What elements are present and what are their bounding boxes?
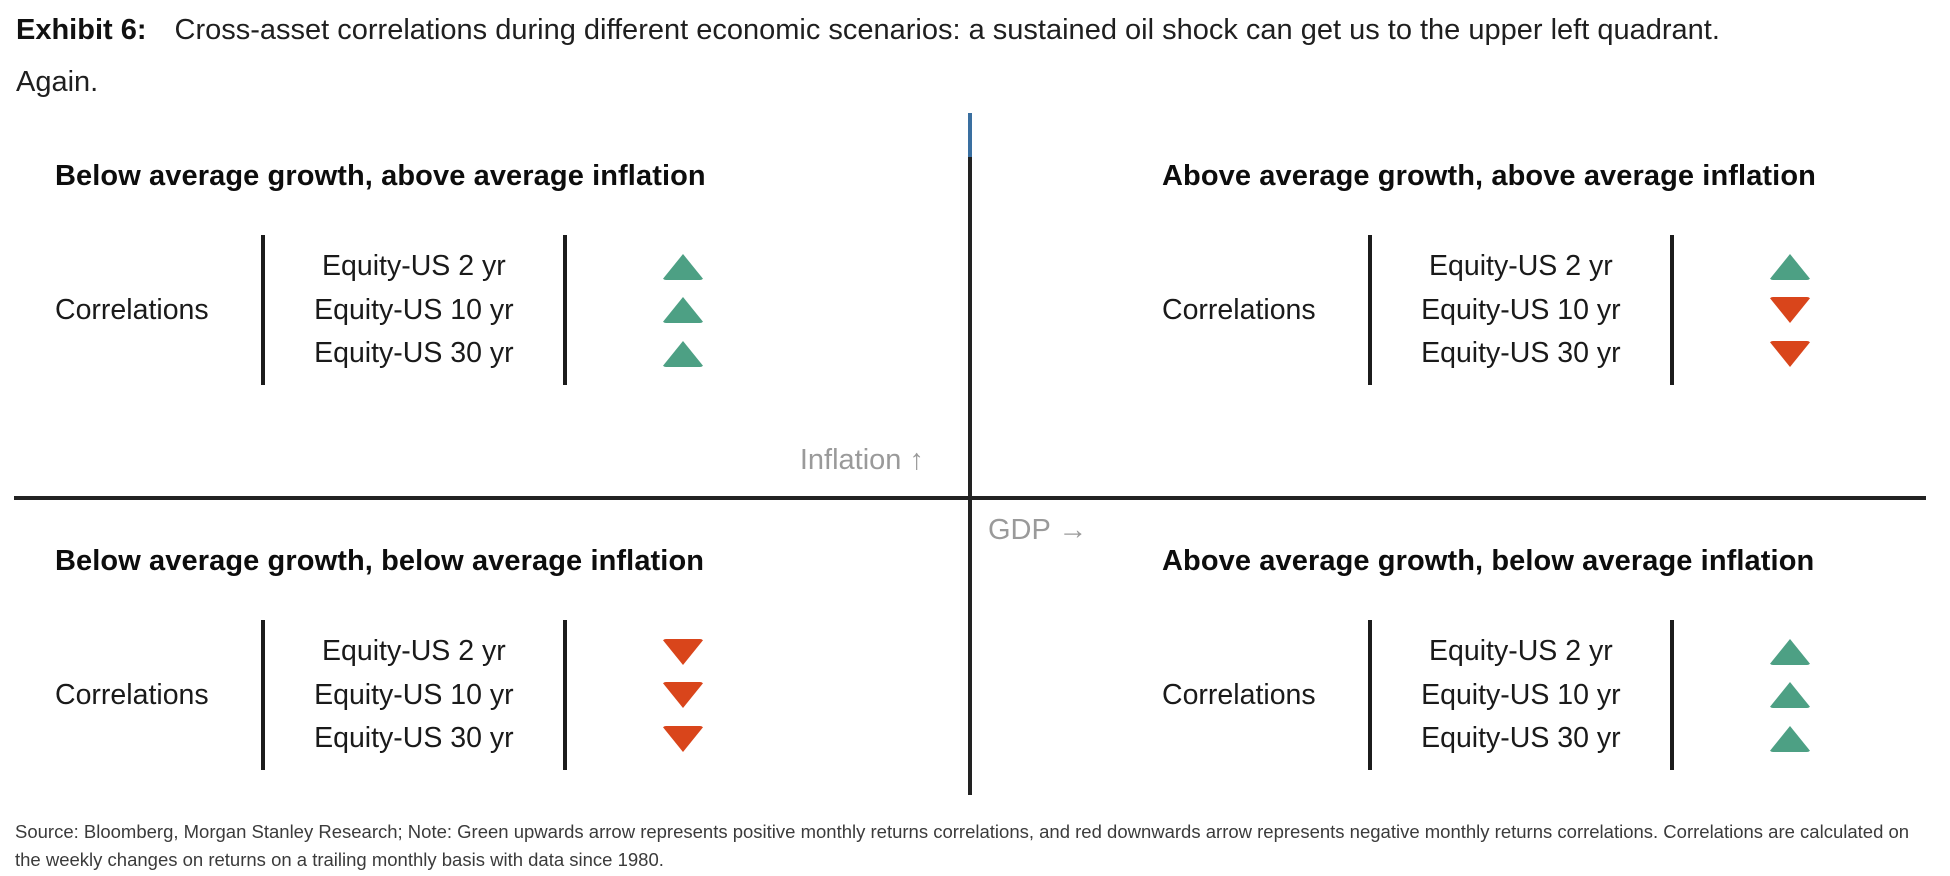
down-arrow-icon (1674, 332, 1907, 376)
up-arrow-icon (1674, 245, 1907, 289)
asset-pair-list: Equity-US 2 yr Equity-US 10 yr Equity-US… (265, 245, 563, 376)
asset-pair-list: Equity-US 2 yr Equity-US 10 yr Equity-US… (1372, 630, 1670, 761)
correlations-table: Correlations Equity-US 2 yr Equity-US 10… (55, 620, 800, 770)
up-arrow-icon (567, 245, 800, 289)
asset-pair-label: Equity-US 10 yr (314, 678, 514, 711)
y-axis-tip (968, 113, 972, 157)
quadrant-heading: Above average growth, above average infl… (1162, 160, 1816, 192)
correlations-label: Correlations (55, 678, 209, 711)
down-arrow-icon (567, 717, 800, 761)
divider (1669, 620, 1674, 770)
correlations-table: Correlations Equity-US 2 yr Equity-US 10… (55, 235, 800, 385)
title-text: Cross-asset correlations during differen… (174, 14, 1720, 46)
correlation-direction-list (567, 245, 800, 376)
divider (562, 235, 567, 385)
quadrant-bottom-left: Below average growth, below average infl… (55, 545, 800, 770)
exhibit-title: Exhibit 6: Cross-asset correlations durin… (16, 4, 1934, 108)
asset-pair-label: Equity-US 10 yr (1421, 678, 1621, 711)
quadrant-heading: Below average growth, above average infl… (55, 160, 706, 192)
exhibit-label: Exhibit 6: (16, 14, 147, 46)
correlations-label: Correlations (55, 293, 209, 326)
correlation-direction-list (567, 630, 800, 761)
correlation-direction-list (1674, 630, 1907, 761)
asset-pair-label: Equity-US 2 yr (322, 635, 506, 667)
asset-pair-label: Equity-US 30 yr (314, 722, 514, 754)
asset-pair-label: Equity-US 2 yr (1429, 250, 1613, 282)
down-arrow-icon (567, 673, 800, 717)
asset-pair-label: Equity-US 10 yr (1421, 293, 1621, 326)
divider (261, 235, 266, 385)
asset-pair-label: Equity-US 2 yr (1429, 635, 1613, 667)
y-axis-line (968, 113, 972, 795)
down-arrow-icon (1674, 288, 1907, 332)
divider (1368, 620, 1373, 770)
y-axis-label: Inflation ↑ (799, 444, 924, 476)
divider (1669, 235, 1674, 385)
down-arrow-icon (567, 630, 800, 674)
asset-pair-list: Equity-US 2 yr Equity-US 10 yr Equity-US… (1372, 245, 1670, 376)
correlations-label: Correlations (1162, 678, 1316, 711)
correlations-label: Correlations (1162, 293, 1316, 326)
correlations-table: Correlations Equity-US 2 yr Equity-US 10… (1162, 235, 1907, 385)
up-arrow-icon (1674, 717, 1907, 761)
asset-pair-label: Equity-US 10 yr (314, 293, 514, 326)
divider (562, 620, 567, 770)
x-axis-line (14, 496, 1926, 500)
source-note: Source: Bloomberg, Morgan Stanley Resear… (15, 821, 1910, 870)
quadrant-bottom-right: Above average growth, below average infl… (1162, 545, 1907, 770)
quadrant-top-right: Above average growth, above average infl… (1162, 160, 1907, 385)
up-arrow-icon (567, 288, 800, 332)
up-arrow-icon (567, 332, 800, 376)
up-arrow-icon (1674, 630, 1907, 674)
asset-pair-label: Equity-US 30 yr (1421, 337, 1621, 369)
quadrant-top-left: Below average growth, above average infl… (55, 160, 800, 385)
asset-pair-label: Equity-US 2 yr (322, 250, 506, 282)
title-overflow: Again. (16, 66, 99, 98)
x-axis-label: GDP → (988, 514, 1088, 546)
correlations-table: Correlations Equity-US 2 yr Equity-US 10… (1162, 620, 1907, 770)
quadrant-heading: Below average growth, below average infl… (55, 545, 705, 577)
up-arrow-icon (1674, 673, 1907, 717)
divider (1368, 235, 1373, 385)
asset-pair-label: Equity-US 30 yr (1421, 722, 1621, 754)
correlation-direction-list (1674, 245, 1907, 376)
divider (261, 620, 266, 770)
asset-pair-list: Equity-US 2 yr Equity-US 10 yr Equity-US… (265, 630, 563, 761)
asset-pair-label: Equity-US 30 yr (314, 337, 514, 369)
quadrant-heading: Above average growth, below average infl… (1162, 545, 1815, 577)
